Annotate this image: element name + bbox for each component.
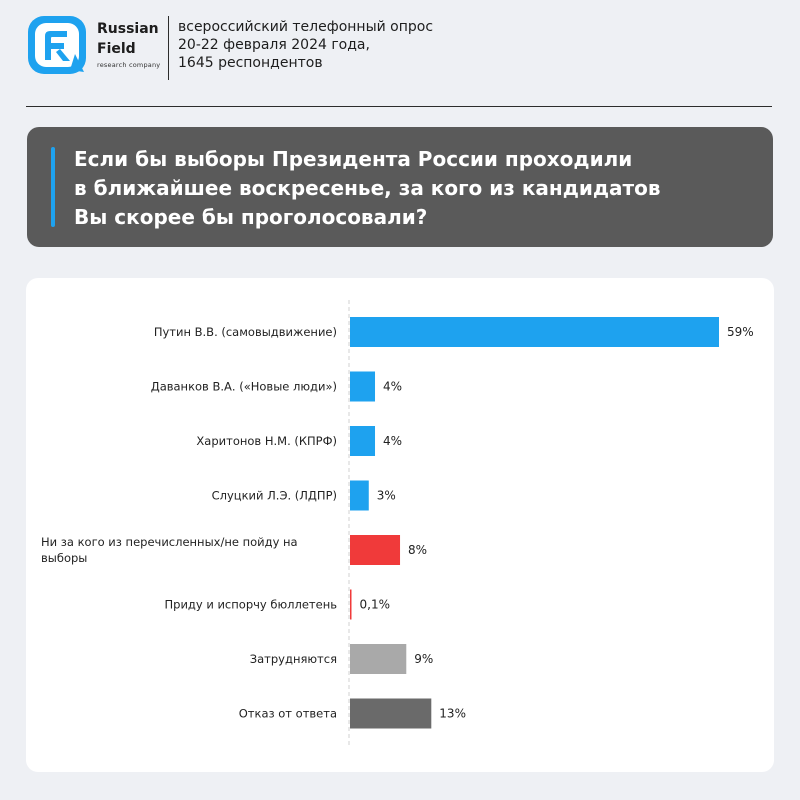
bar xyxy=(350,535,401,565)
question-line2: в ближайшее воскресенье, за кого из канд… xyxy=(74,176,661,200)
category-label: выборы xyxy=(41,551,87,565)
category-label: Ни за кого из перечисленных/не пойду на xyxy=(41,535,298,549)
value-label: 13% xyxy=(439,707,466,721)
bar xyxy=(350,589,352,620)
brand-name: Russian Field research company xyxy=(97,19,160,69)
survey-info-line1: всероссийский телефонный опрос xyxy=(178,19,434,35)
question-accent-bar xyxy=(51,147,55,227)
bar xyxy=(350,698,432,729)
category-label: Путин В.В. (самовыдвижение) xyxy=(154,325,337,339)
bar xyxy=(350,480,369,511)
brand-name-line2: Field xyxy=(97,41,136,57)
survey-info-line2: 20-22 февраля 2024 года, xyxy=(178,37,370,53)
value-label: 59% xyxy=(727,325,754,339)
category-label: Затрудняются xyxy=(250,652,337,666)
bar xyxy=(350,317,719,347)
header-rule xyxy=(26,106,772,107)
chart-panel: Путин В.В. (самовыдвижение) 59% Даванков В… xyxy=(26,278,774,772)
survey-info-line3: 1645 респондентов xyxy=(178,55,323,71)
value-label: 8% xyxy=(408,543,427,557)
value-label: 9% xyxy=(414,652,433,666)
value-label: 4% xyxy=(383,434,402,448)
header-divider xyxy=(168,16,169,80)
header: Russian Field research company всероссий… xyxy=(0,0,800,110)
bar xyxy=(350,371,376,402)
bar xyxy=(350,644,407,674)
question-line3: Вы скорее бы проголосовали? xyxy=(74,205,428,229)
russian-field-logo-icon xyxy=(28,16,86,74)
question-box: Если бы выборы Президента России проходи… xyxy=(27,127,773,247)
category-label: Харитонов Н.М. (КПРФ) xyxy=(196,434,337,448)
value-label: 0,1% xyxy=(360,598,391,612)
question-text: Если бы выборы Президента России проходи… xyxy=(74,145,764,232)
survey-info: всероссийский телефонный опрос 20-22 фев… xyxy=(178,18,433,72)
category-label: Приду и испорчу бюллетень xyxy=(165,598,338,612)
bar xyxy=(350,426,376,456)
category-label: Даванков В.А. («Новые люди») xyxy=(151,380,337,394)
brand-tagline: research company xyxy=(97,61,161,69)
category-label: Отказ от ответа xyxy=(239,707,337,721)
bar-chart: Путин В.В. (самовыдвижение) 59% Даванков В… xyxy=(41,300,754,746)
category-label: Слуцкий Л.Э. (ЛДПР) xyxy=(212,489,337,503)
value-label: 3% xyxy=(377,489,396,503)
question-line1: Если бы выборы Президента России проходи… xyxy=(74,147,633,171)
brand-name-line1: Russian xyxy=(97,21,159,37)
value-label: 4% xyxy=(383,380,402,394)
